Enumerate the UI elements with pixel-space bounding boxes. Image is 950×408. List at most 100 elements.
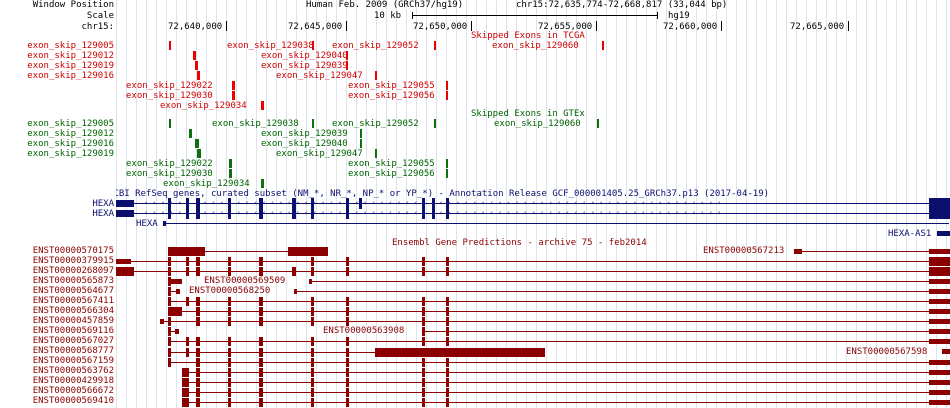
gtex-row-label[interactable]: exon_skip_129016 — [27, 139, 114, 149]
transcript-exon[interactable] — [259, 348, 263, 357]
transcript-exon[interactable] — [168, 297, 171, 306]
transcript-exon[interactable] — [422, 388, 425, 397]
transcript-exon[interactable] — [446, 398, 449, 407]
hexa-as1-exon[interactable] — [937, 231, 950, 236]
transcript-exon[interactable] — [116, 259, 131, 264]
transcript-exon[interactable] — [929, 309, 950, 314]
transcript-exon[interactable] — [228, 348, 231, 357]
hexa-exon[interactable] — [929, 208, 950, 219]
hexa-exon[interactable] — [163, 221, 166, 226]
hexa-exon[interactable] — [432, 208, 435, 219]
hexa-exon[interactable] — [116, 200, 134, 207]
tcga-row-label[interactable]: exon_skip_129019 — [27, 61, 114, 71]
tcga-track-title[interactable]: Skipped Exons in TCGA — [471, 31, 585, 41]
transcript-exon[interactable] — [929, 380, 950, 385]
transcript-exon[interactable] — [186, 297, 189, 306]
transcript-exon[interactable] — [196, 378, 200, 387]
transcript-exon[interactable] — [446, 297, 449, 306]
transcript-exon[interactable] — [311, 297, 314, 306]
ensembl-row-label[interactable]: ENST00000567027 — [32, 336, 114, 346]
transcript-exon[interactable] — [346, 337, 349, 346]
transcript-exon[interactable] — [168, 247, 205, 256]
hexa-exon[interactable] — [311, 208, 314, 219]
transcript-exon[interactable] — [196, 317, 200, 326]
transcript-exon[interactable] — [311, 388, 314, 397]
ensembl-row-label[interactable]: ENST00000429918 — [32, 376, 114, 386]
transcript-exon[interactable] — [176, 289, 180, 294]
gtex-exon-129055[interactable] — [446, 159, 448, 168]
hexa-exon[interactable] — [359, 198, 362, 209]
transcript-exon[interactable] — [228, 378, 231, 387]
track-image-area[interactable]: Human Feb. 2009 (GRCh37/hg19) chr15:72,6… — [116, 0, 950, 408]
transcript-exon[interactable] — [182, 368, 189, 377]
transcript-intron[interactable] — [182, 392, 950, 393]
tcga-exon-129022[interactable] — [232, 81, 235, 90]
gtex-exon-129016[interactable] — [195, 139, 199, 148]
transcript-exon[interactable] — [196, 398, 200, 407]
hexa-exon[interactable] — [228, 198, 231, 209]
transcript-exon[interactable] — [422, 398, 425, 407]
transcript-exon[interactable] — [309, 279, 312, 284]
transcript-exon[interactable] — [346, 368, 349, 377]
gtex-item-label[interactable]: exon_skip_129039 — [261, 129, 348, 139]
transcript-exon[interactable] — [446, 317, 449, 326]
hexa-exon[interactable] — [196, 198, 200, 209]
hexa-intron-line[interactable] — [116, 203, 950, 204]
transcript-intron[interactable] — [182, 402, 950, 403]
transcript-exon[interactable] — [346, 388, 349, 397]
ensembl-row-label[interactable]: ENST00000569410 — [32, 396, 114, 406]
transcript-exon[interactable] — [422, 307, 425, 316]
transcript-exon[interactable] — [422, 368, 425, 377]
hexa-exon[interactable] — [168, 198, 171, 209]
transcript-exon[interactable] — [196, 307, 200, 316]
transcript-exon[interactable] — [346, 307, 349, 316]
transcript-intron[interactable] — [168, 331, 179, 332]
transcript-exon[interactable] — [346, 297, 349, 306]
hexa-exon[interactable] — [422, 208, 425, 219]
tcga-exon-129039[interactable] — [346, 61, 348, 70]
transcript-exon[interactable] — [171, 279, 182, 284]
gtex-item-label[interactable]: exon_skip_129038 — [212, 119, 299, 129]
transcript-exon[interactable] — [168, 287, 171, 296]
tcga-exon-129030[interactable] — [232, 91, 235, 100]
transcript-exon[interactable] — [346, 348, 349, 357]
gtex-item-label[interactable]: exon_skip_129030 — [126, 169, 213, 179]
transcript-exon[interactable] — [196, 358, 200, 367]
transcript-exon[interactable] — [346, 398, 349, 407]
transcript-exon[interactable] — [929, 299, 950, 304]
transcript-exon[interactable] — [196, 348, 200, 357]
ensembl-row-label[interactable]: ENST00000379915 — [32, 256, 114, 266]
transcript-exon[interactable] — [168, 257, 171, 266]
transcript-exon[interactable] — [259, 307, 263, 316]
tcga-row-label[interactable]: exon_skip_129005 — [27, 41, 114, 51]
transcript-exon[interactable] — [446, 388, 449, 397]
transcript-intron[interactable] — [168, 362, 950, 363]
transcript-intron[interactable] — [309, 281, 950, 282]
gtex-exon-129056[interactable] — [446, 169, 448, 178]
tcga-item-label[interactable]: exon_skip_129030 — [126, 91, 213, 101]
transcript-exon[interactable] — [196, 267, 200, 276]
transcript-exon[interactable] — [168, 267, 171, 276]
gtex-exon-129005[interactable] — [169, 119, 171, 128]
gtex-exon-129060[interactable] — [597, 119, 599, 128]
transcript-exon[interactable] — [228, 388, 231, 397]
transcript-exon[interactable] — [196, 257, 200, 266]
transcript-exon[interactable] — [294, 289, 297, 294]
tcga-item-label[interactable]: exon_skip_129055 — [348, 81, 435, 91]
transcript-exon[interactable] — [446, 307, 449, 316]
transcript-exon[interactable] — [942, 349, 950, 354]
transcript-exon[interactable] — [292, 267, 296, 276]
transcript-exon[interactable] — [929, 249, 950, 254]
hexa-exon[interactable] — [311, 198, 314, 209]
tcga-item-label[interactable]: exon_skip_129034 — [160, 101, 247, 111]
transcript-exon[interactable] — [168, 317, 171, 326]
transcript-intron[interactable] — [168, 352, 540, 353]
transcript-intron[interactable] — [168, 341, 950, 342]
transcript-exon[interactable] — [196, 297, 200, 306]
hexa-intron-line[interactable] — [116, 213, 950, 214]
transcript-intron[interactable] — [794, 251, 950, 252]
transcript-exon[interactable] — [168, 358, 171, 367]
gtex-row-label[interactable]: exon_skip_129019 — [27, 149, 114, 159]
transcript-exon[interactable] — [929, 400, 950, 405]
